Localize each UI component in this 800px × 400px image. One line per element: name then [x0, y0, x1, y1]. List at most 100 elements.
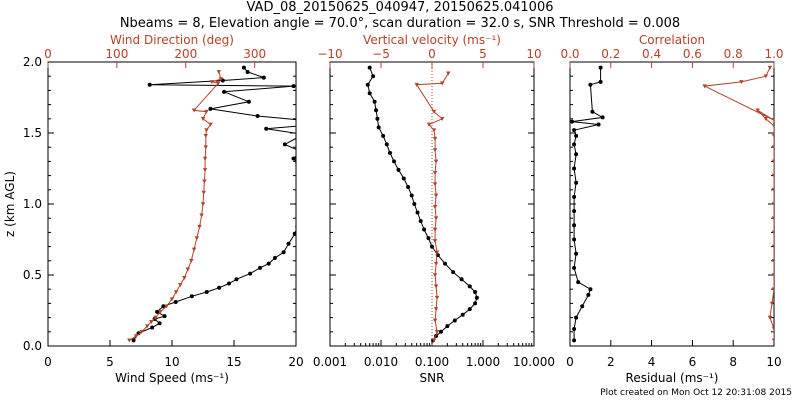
series-line [415, 73, 449, 341]
data-point [314, 174, 318, 178]
data-point [305, 165, 309, 169]
data-point [201, 190, 206, 195]
data-point [161, 304, 166, 309]
data-point [771, 287, 774, 292]
data-point [286, 241, 291, 246]
plot-created-footer: Plot created on Mon Oct 12 20:31:08 2015 [600, 388, 792, 398]
chart-panel-3: 0 2 4 6 8 10 Residual (ms⁻¹) 0.0 0.2 0.4 0.6 0.8 1.0… [560, 33, 783, 385]
data-point [572, 338, 577, 343]
data-point [185, 267, 191, 272]
bottom-tick-label: 0 [566, 355, 574, 369]
top-tick-label: 0.2 [601, 47, 620, 61]
top-tick-label: 1.0 [764, 47, 783, 61]
data-point [432, 318, 438, 323]
data-point [215, 81, 221, 86]
bottom-tick-label: 1.000 [466, 355, 500, 369]
bottom-tick-label: 0.010 [364, 355, 398, 369]
data-point [572, 209, 577, 214]
data-point [580, 304, 585, 309]
data-point [127, 338, 132, 343]
data-point [459, 277, 464, 282]
data-point [572, 223, 577, 228]
data-point [588, 82, 593, 87]
top-axis-label: Vertical velocity (ms⁻¹) [363, 33, 501, 47]
data-point [769, 301, 774, 306]
data-point [572, 237, 577, 242]
data-point [266, 261, 271, 266]
top-tick-label: 0 [44, 47, 52, 61]
data-point [202, 179, 207, 184]
data-point [767, 65, 773, 70]
data-point [392, 159, 397, 164]
data-point [433, 261, 439, 266]
data-point [598, 79, 603, 84]
series-black [131, 65, 335, 343]
data-point [755, 108, 760, 113]
data-point [763, 74, 769, 79]
data-point [173, 299, 178, 304]
top-axis-label: Correlation [639, 33, 705, 47]
data-point [433, 159, 439, 164]
data-point [590, 109, 595, 114]
top-tick-label: 300 [243, 47, 266, 61]
data-point [272, 255, 277, 260]
data-point [291, 156, 296, 161]
data-point [586, 292, 591, 297]
series-line [702, 67, 774, 341]
data-point [574, 152, 579, 157]
data-point [191, 108, 197, 113]
data-point [203, 145, 208, 150]
data-point [367, 65, 372, 70]
data-point [771, 118, 774, 123]
data-point [291, 84, 296, 89]
data-point [202, 168, 208, 173]
data-point [431, 128, 437, 133]
top-tick-label: 0.6 [683, 47, 702, 61]
series-red [702, 65, 774, 343]
data-point [434, 250, 440, 255]
bottom-tick-label: 15 [226, 355, 241, 369]
bottom-tick-label: 8 [729, 355, 737, 369]
bottom-tick-label: 2 [607, 355, 615, 369]
data-point [264, 126, 269, 131]
data-point [739, 80, 744, 85]
top-tick-label: 5 [479, 47, 487, 61]
data-point [203, 134, 208, 139]
data-point [316, 188, 320, 192]
data-point [295, 225, 296, 229]
data-point [281, 250, 286, 255]
data-point [150, 325, 155, 330]
data-point [473, 301, 478, 306]
data-point [375, 116, 380, 121]
data-point [147, 82, 152, 87]
data-point [771, 327, 774, 332]
data-point [139, 330, 144, 334]
data-point [445, 324, 450, 329]
chart-panel-1: 0 5 10 15 20 Wind Speed (ms⁻¹) 0 100 200 300 Wind … [3, 33, 335, 385]
data-point [771, 230, 774, 235]
y-tick-label: 0.5 [23, 268, 42, 282]
bottom-tick-label: 0.100 [415, 355, 449, 369]
data-point [331, 121, 335, 125]
top-tick-label: 200 [174, 47, 197, 61]
bottom-axis-label: Residual (ms⁻¹) [626, 371, 719, 385]
data-point [157, 321, 162, 326]
data-point [771, 259, 774, 263]
bottom-tick-label: 10 [164, 355, 179, 369]
y-tick-label: 1.5 [23, 126, 42, 140]
data-point [574, 251, 579, 256]
data-point [771, 188, 774, 192]
data-point [771, 338, 774, 343]
data-point [200, 202, 206, 207]
data-point [432, 148, 438, 153]
data-point [452, 318, 457, 323]
data-point [308, 202, 312, 206]
data-point [596, 122, 601, 127]
data-point [241, 65, 246, 70]
data-point [431, 338, 437, 343]
data-point [433, 216, 439, 221]
series-red [414, 71, 451, 343]
data-point [588, 287, 593, 292]
data-point [467, 284, 472, 289]
data-point [570, 119, 575, 124]
